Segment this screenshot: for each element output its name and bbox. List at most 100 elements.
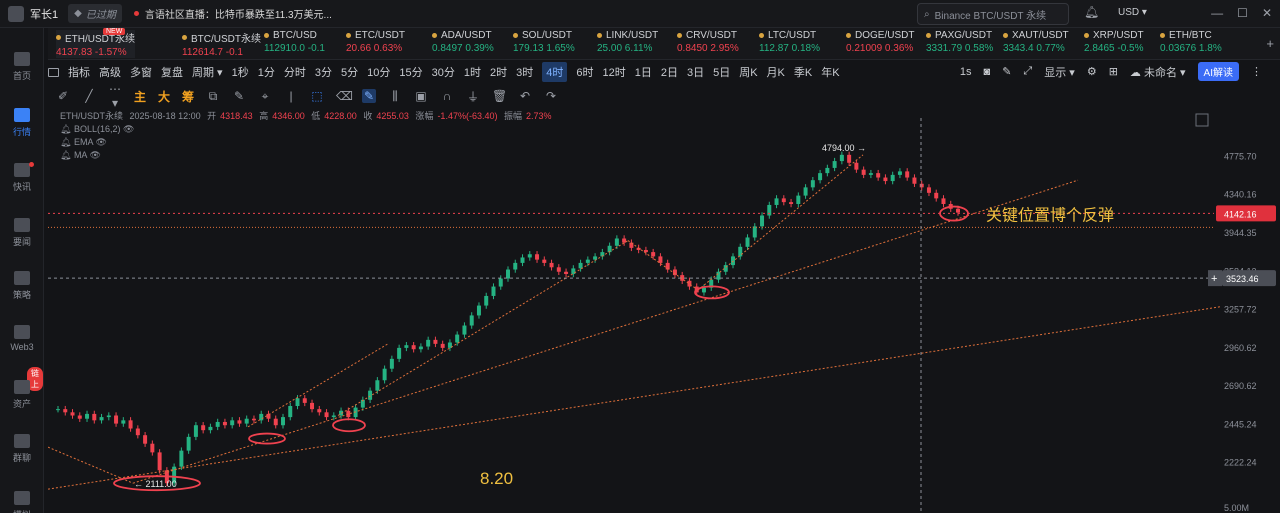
cursor-icon[interactable]: ⬚: [311, 89, 323, 103]
dots-icon[interactable]: ⋯▾: [109, 82, 121, 110]
camera-icon[interactable]: ◙: [983, 65, 991, 78]
ticker-13[interactable]: ETH/BTC 0.03676 1.8%: [1160, 30, 1222, 58]
legend-date: 2025-08-18 12:00: [129, 111, 201, 121]
tag-icon[interactable]: ⌖: [261, 88, 269, 103]
period-item-18[interactable]: 12时: [602, 67, 626, 79]
search-input[interactable]: ⌕ Binance BTC/USDT 永续: [917, 3, 1069, 25]
magnet-icon[interactable]: ∩: [442, 89, 452, 103]
period-item-11[interactable]: 15分: [399, 67, 423, 79]
ticker-7[interactable]: CRV/USDT 0.8450 2.95%: [677, 30, 739, 58]
sidebar-item-strategy[interactable]: 策略: [0, 271, 44, 301]
copy-icon[interactable]: ⧉: [208, 88, 218, 103]
ruler-icon[interactable]: ✐: [57, 89, 69, 103]
ticker-4[interactable]: ADA/USDT 0.8497 0.39%: [432, 30, 494, 58]
brush-icon[interactable]: ✎: [362, 89, 377, 103]
period-item-19[interactable]: 1日: [634, 67, 652, 79]
period-item-14[interactable]: 2时: [489, 67, 508, 79]
period-item-5[interactable]: 1秒: [231, 67, 249, 79]
indicator-boll[interactable]: 🔔︎ BOLL(16,2) 👁︎: [60, 124, 135, 134]
period-item-15[interactable]: 3时: [516, 67, 534, 79]
image-icon[interactable]: ▣: [415, 89, 427, 103]
period-item-9[interactable]: 5分: [340, 67, 359, 79]
ticker-6[interactable]: LINK/USDT 25.00 6.11%: [597, 30, 658, 58]
add-ticker-icon[interactable]: +: [1266, 36, 1274, 51]
ticker-9[interactable]: DOGE/USDT 0.21009 0.36%: [846, 30, 914, 58]
sidebar-item-market[interactable]: 行情: [0, 108, 44, 138]
expand-icon[interactable]: ⤢: [1023, 65, 1033, 77]
period-item-25[interactable]: 季K: [793, 67, 813, 79]
ticker-0[interactable]: ETH/USDT永续 4137.83 -1.57% NEW: [56, 28, 135, 58]
eraser-icon[interactable]: ⌫: [336, 89, 354, 103]
currency-select[interactable]: USD ▾: [1118, 7, 1147, 18]
period-item-26[interactable]: 年K: [821, 67, 840, 79]
minimize-icon[interactable]: —: [1211, 6, 1224, 20]
news-ticker[interactable]: 言语社区直播：比特币暴跌至11.3万美元...: [144, 10, 332, 21]
period-item-3[interactable]: 复盘: [161, 67, 183, 79]
period-item-17[interactable]: 6时: [576, 67, 594, 79]
avatar[interactable]: [8, 5, 24, 22]
more-icon[interactable]: ⋮: [1251, 66, 1262, 78]
period-item-7[interactable]: 分时: [283, 67, 306, 79]
ticker-3[interactable]: ETC/USDT 20.66 0.63%: [346, 30, 405, 58]
ticker-8[interactable]: LTC/USDT 112.87 0.18%: [759, 30, 820, 58]
close-icon[interactable]: ✕: [1261, 6, 1272, 20]
ai-analysis-button[interactable]: AI解读: [1197, 62, 1239, 81]
sidebar-item-flash[interactable]: 快讯: [0, 162, 44, 193]
candle-icon[interactable]: ⫼: [392, 88, 398, 103]
pen-icon[interactable]: ✎: [234, 89, 245, 103]
interval-select[interactable]: 1s: [959, 65, 972, 78]
sidebar-item-sim[interactable]: 模拟: [0, 491, 44, 513]
ticker-value: 0.8450 2.95%: [677, 43, 739, 54]
ticker-5[interactable]: SOL/USDT 179.13 1.65%: [513, 30, 575, 58]
ticker-1[interactable]: BTC/USDT永续 112614.7 -0.1: [182, 30, 261, 58]
layout-select[interactable]: ☁ 未命名 ▾: [1129, 66, 1186, 79]
big-order-button[interactable]: 大: [158, 89, 171, 104]
settings-icon[interactable]: ⚙: [1086, 66, 1097, 78]
candle-body: [302, 398, 307, 403]
period-item-23[interactable]: 周K: [739, 67, 758, 79]
user-name[interactable]: 军长1: [30, 8, 59, 21]
sidebar-item-web3[interactable]: Web3: [0, 325, 44, 352]
y-tick-label: 2222.24: [1224, 458, 1257, 468]
candle-body: [259, 413, 264, 421]
period-item-20[interactable]: 2日: [660, 67, 678, 79]
sidebar-item-chat[interactable]: 群聊: [0, 434, 44, 464]
filter-icon[interactable]: ⏚: [467, 89, 480, 104]
display-toggle[interactable]: 显示 ▾: [1044, 66, 1075, 79]
undo-icon[interactable]: ↶: [520, 89, 531, 103]
sidebar-item-home[interactable]: 首页: [0, 52, 44, 82]
expired-badge[interactable]: ◆ 已过期: [68, 4, 122, 23]
period-item-4[interactable]: 周期 ▾: [192, 67, 223, 79]
sidebar-item-news[interactable]: 要闻: [0, 218, 44, 248]
ticker-11[interactable]: XAUT/USDT 3343.4 0.77%: [1003, 30, 1069, 58]
line-tool-icon[interactable]: ╱: [85, 89, 93, 103]
chip-button[interactable]: 筹: [182, 89, 195, 104]
period-item-2[interactable]: 多窗: [130, 67, 152, 79]
period-item-6[interactable]: 1分: [257, 67, 275, 79]
ticker-10[interactable]: PAXG/USDT 3331.79 0.58%: [926, 30, 993, 58]
edit-icon[interactable]: ✎: [1002, 66, 1012, 78]
main-force-button[interactable]: 主: [134, 89, 147, 104]
period-item-24[interactable]: 月K: [766, 67, 785, 79]
period-item-10[interactable]: 10分: [367, 67, 391, 79]
indicator-ma[interactable]: 🔔︎ MA 👁︎: [60, 150, 101, 160]
period-item-16[interactable]: 4时: [542, 62, 568, 82]
bell-icon[interactable]: 🔔︎: [1084, 5, 1100, 19]
indicator-ema[interactable]: 🔔︎ EMA 👁︎: [60, 137, 107, 147]
ticker-2[interactable]: BTC/USD 112910.0 -0.1: [264, 30, 325, 58]
period-item-1[interactable]: 高级: [99, 67, 121, 79]
period-item-8[interactable]: 3分: [314, 67, 332, 79]
period-item-22[interactable]: 5日: [713, 67, 731, 79]
ticker-12[interactable]: XRP/USDT 2.8465 -0.5%: [1084, 30, 1144, 58]
trash-icon[interactable]: 🗑︎: [492, 89, 508, 103]
period-item-21[interactable]: 3日: [686, 67, 705, 79]
candle-body: [447, 342, 452, 348]
candlestick-chart[interactable]: 4775.704340.163944.353584.133257.722960.…: [48, 108, 1280, 513]
sidebar-item-assets[interactable]: 资产: [0, 380, 44, 410]
grid-icon[interactable]: ⊞: [1108, 66, 1118, 78]
period-item-13[interactable]: 1时: [463, 67, 481, 79]
period-item-0[interactable]: 指标: [68, 67, 90, 79]
redo-icon[interactable]: ↷: [546, 89, 557, 103]
maximize-icon[interactable]: ☐: [1237, 6, 1248, 20]
period-item-12[interactable]: 30分: [431, 67, 455, 79]
